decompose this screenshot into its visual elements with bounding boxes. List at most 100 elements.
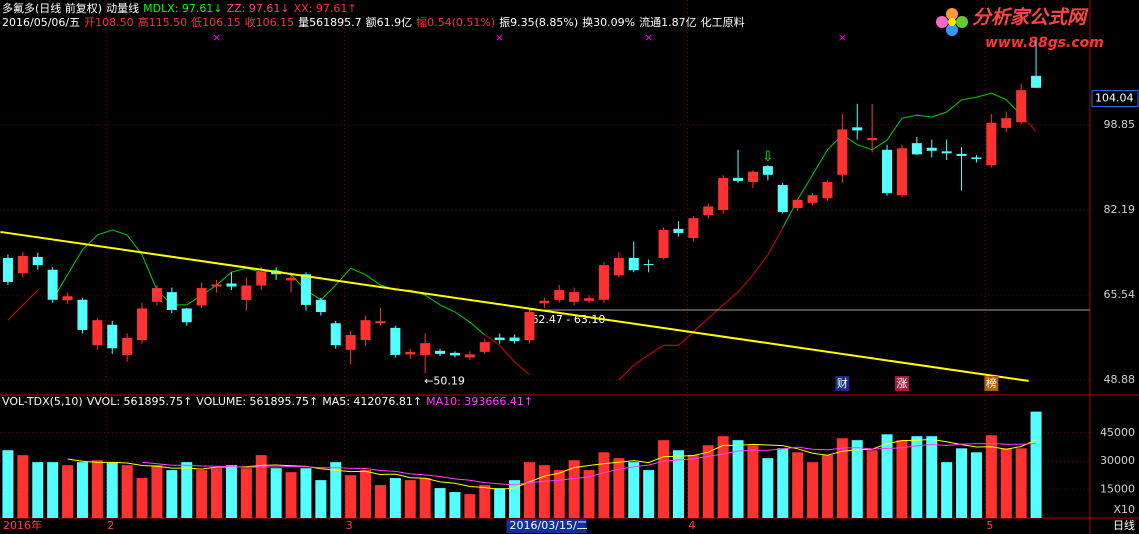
candle-body xyxy=(375,321,386,324)
candle-body xyxy=(464,354,475,358)
candle-body xyxy=(494,337,505,341)
candle-body xyxy=(2,257,13,282)
candle-body xyxy=(211,284,222,287)
volume-bar xyxy=(956,448,968,518)
volume-bar xyxy=(374,485,386,518)
volume-bar xyxy=(777,448,789,518)
candle-body xyxy=(449,352,460,356)
volume-bar xyxy=(91,460,103,518)
y-tick-label: 30000 xyxy=(1100,454,1135,467)
candle-body xyxy=(703,206,714,216)
candle-body xyxy=(122,338,133,355)
candle-body xyxy=(598,265,609,300)
x-tick-label: 3 xyxy=(346,519,353,532)
candle-body xyxy=(658,229,669,258)
quote-item: 开108.50 xyxy=(84,16,134,29)
volume-bar xyxy=(300,468,312,518)
quote-item: 化工原料 xyxy=(700,16,745,29)
volume-bar xyxy=(2,450,14,518)
candle-body xyxy=(822,181,833,199)
candle-body xyxy=(166,292,177,310)
candle-body xyxy=(92,320,103,346)
cursor-label-box xyxy=(506,519,587,533)
x-tick-label: 2016/03/15/二 xyxy=(510,519,588,532)
logo-center xyxy=(948,18,956,26)
volume-bar xyxy=(970,452,982,518)
period-label: 日线 xyxy=(1113,518,1135,532)
quote-item: 低106.15 xyxy=(191,16,241,29)
candle-body xyxy=(867,138,878,141)
volume-bar xyxy=(270,468,282,518)
quote-item: 额61.9亿 xyxy=(365,16,413,29)
quote-item: 幅0.54(0.51%) xyxy=(416,16,496,29)
candle-body xyxy=(747,171,758,182)
volume-bar xyxy=(598,452,610,518)
candle-body xyxy=(539,300,550,304)
candle-body xyxy=(673,228,684,233)
volume-bar xyxy=(494,488,506,518)
volume-bar xyxy=(628,462,640,518)
quote-item: 振9.35(8.85%) xyxy=(499,16,579,29)
indicator-label: ZZ: 97.61↓ xyxy=(226,2,290,15)
volume-bar xyxy=(672,450,684,518)
volume-bar xyxy=(136,478,148,518)
candle-body xyxy=(971,157,982,159)
logo-petal xyxy=(956,16,968,28)
signal-arrow: ⇩ xyxy=(762,149,774,165)
volume-bar xyxy=(240,468,252,518)
candle-body xyxy=(226,283,237,287)
quote-item: 换30.09% xyxy=(582,16,636,29)
indicator-label: MDLX: 97.61↓ xyxy=(143,2,223,15)
volume-bar xyxy=(836,438,848,518)
candle-body xyxy=(837,129,848,175)
volume-bar xyxy=(181,462,193,518)
volume-bar xyxy=(926,436,938,518)
volume-legend: VOL-TDX(5,10) VVOL: 561895.75↑ VOLUME: 561… xyxy=(2,395,537,409)
top-mark: × xyxy=(495,31,504,44)
y-tick-label: 82.19 xyxy=(1104,203,1136,216)
volume-legend-item: VOL-TDX(5,10) xyxy=(2,395,83,408)
candle-body xyxy=(762,166,773,175)
candle-body xyxy=(137,308,148,341)
candle-body xyxy=(360,320,371,341)
candle-body xyxy=(643,264,654,266)
volume-bar xyxy=(881,434,893,518)
candle-body xyxy=(77,299,88,330)
candle-body xyxy=(554,290,565,300)
indicator-label: XX: 97.61↑ xyxy=(293,2,357,15)
candle-body xyxy=(524,312,535,341)
volume-bar xyxy=(360,470,372,518)
volume-bar xyxy=(643,470,655,518)
x-tick-label: 2 xyxy=(107,519,114,532)
volume-bar xyxy=(419,478,431,518)
volume-bar xyxy=(762,458,774,518)
chart-title: 多氟多(日线 前复权) xyxy=(2,2,103,15)
candle-body xyxy=(1001,118,1012,128)
trend-line xyxy=(0,230,1029,382)
header-line: 多氟多(日线 前复权) 动量线 MDLX: 97.61↓ ZZ: 97.61↓ XX: … xyxy=(2,2,361,16)
volume-bar xyxy=(330,462,342,518)
watermark-title: 分析家公式网 xyxy=(972,7,1089,29)
volume-bar xyxy=(166,470,178,518)
volume-bar xyxy=(106,462,118,518)
candle-body xyxy=(941,151,952,154)
candle-body xyxy=(151,288,162,302)
candle-body xyxy=(569,292,580,302)
top-mark: × xyxy=(212,31,221,44)
volume-legend-item: MA5: 412076.81↑ xyxy=(322,395,423,408)
candle-body xyxy=(792,199,803,208)
volume-legend-item: VVOL: 561895.75↑ xyxy=(86,395,193,408)
candle-body xyxy=(345,335,356,350)
volume-bar xyxy=(285,472,297,518)
indicator-line xyxy=(142,442,1037,486)
volume-bar xyxy=(449,492,461,518)
quote-item: 量561895.7 xyxy=(298,16,362,29)
volume-bar xyxy=(62,465,74,518)
candle-body xyxy=(47,269,58,300)
candle-body xyxy=(986,122,997,166)
volume-bar xyxy=(1030,411,1042,518)
candle-body xyxy=(852,127,863,131)
volume-bar xyxy=(821,455,833,518)
volume-bar xyxy=(151,465,163,518)
